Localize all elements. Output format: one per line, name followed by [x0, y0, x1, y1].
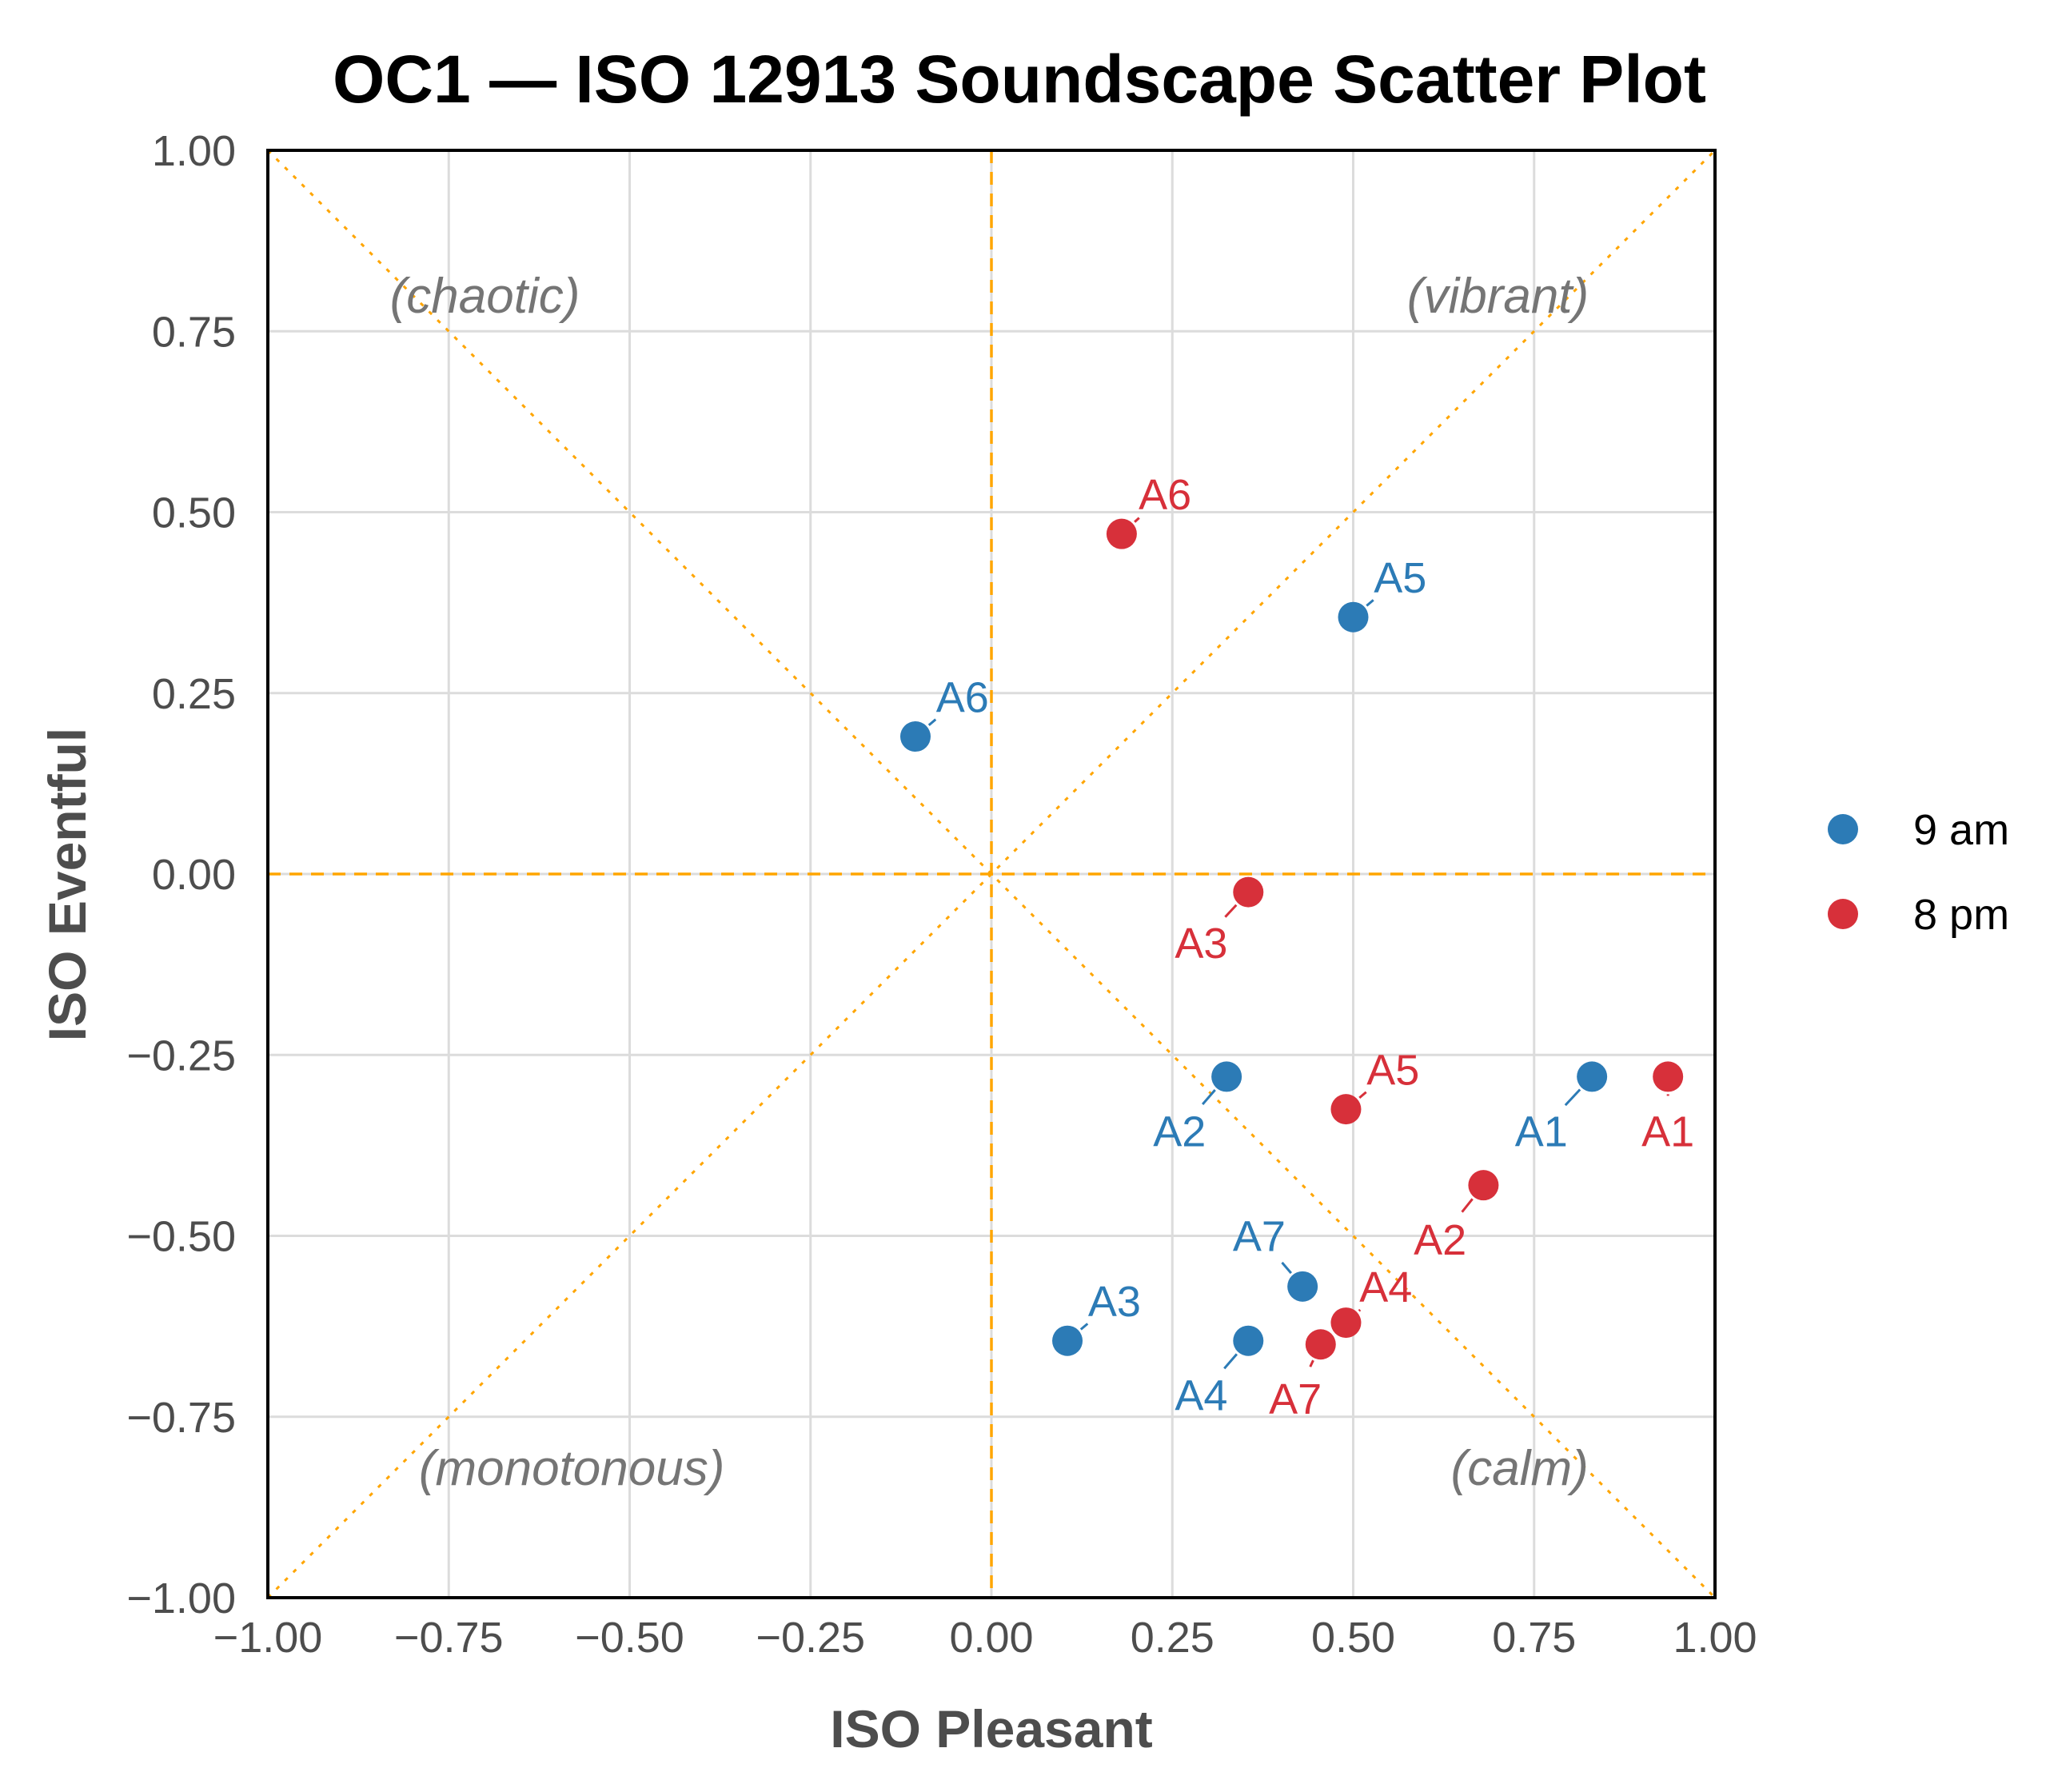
point-label: A1 [1641, 1108, 1694, 1155]
point-label: A5 [1366, 1046, 1419, 1094]
x-tick-label: −0.25 [756, 1614, 865, 1662]
quadrant-label: (monotonous) [419, 1441, 725, 1496]
data-point [1106, 518, 1137, 549]
point-label: A1 [1515, 1108, 1568, 1155]
quadrant-label: (chaotic) [390, 269, 580, 324]
y-tick-label: −0.25 [126, 1032, 236, 1080]
quadrant-labels: (chaotic) (vibrant) (monotonous) (calm) [390, 269, 1589, 1496]
x-axis-ticks: −1.00 −0.75 −0.50 −0.25 0.00 0.25 0.50 0.75 1.00 [213, 1614, 1757, 1662]
x-tick-label: 1.00 [1673, 1614, 1757, 1662]
data-point [1653, 1061, 1684, 1092]
data-point [1233, 1325, 1264, 1356]
y-tick-label: −0.50 [126, 1213, 236, 1261]
x-tick-label: 0.50 [1311, 1614, 1395, 1662]
point-label: A6 [936, 673, 989, 721]
label-leader-line [1223, 1353, 1238, 1370]
diagonal-line-falling [266, 149, 1717, 1599]
x-tick-label: −0.50 [575, 1614, 684, 1662]
x-tick-label: 0.25 [1131, 1614, 1214, 1662]
data-point [1577, 1061, 1608, 1092]
legend-label: 9 am [1913, 806, 2009, 854]
point-label: A7 [1233, 1213, 1286, 1261]
y-tick-label: 0.25 [152, 670, 236, 718]
point-label: A7 [1269, 1375, 1322, 1423]
y-tick-label: 0.00 [152, 851, 236, 899]
quadrant-label: (calm) [1451, 1441, 1589, 1496]
label-leader-line [1461, 1198, 1474, 1213]
data-point [1330, 1307, 1362, 1339]
point-label: A3 [1088, 1278, 1141, 1326]
legend-label: 8 pm [1913, 891, 2009, 939]
label-leader-line [1079, 1323, 1089, 1331]
label-leader-line [1366, 599, 1374, 607]
x-axis-title: ISO Pleasant [830, 1699, 1153, 1758]
data-point [1338, 601, 1369, 633]
legend-marker [1828, 814, 1858, 844]
label-leader-line [1358, 1091, 1367, 1100]
x-tick-label: 0.75 [1492, 1614, 1576, 1662]
data-point [1052, 1325, 1083, 1356]
point-label: A6 [1139, 471, 1191, 519]
point-label: A4 [1175, 1372, 1227, 1420]
data-point [1287, 1271, 1318, 1302]
label-leader-line [1358, 1308, 1362, 1312]
reference-lines [266, 149, 1717, 1599]
point-label: A2 [1414, 1216, 1466, 1264]
x-tick-label: 0.00 [949, 1614, 1033, 1662]
y-tick-label: 1.00 [152, 127, 236, 175]
point-label: A2 [1153, 1108, 1206, 1155]
data-point [899, 721, 931, 752]
label-leader-line [1281, 1261, 1292, 1275]
label-leader-line [1134, 517, 1140, 523]
chart-title: OC1 — ISO 12913 Soundscape Scatter Plot [333, 42, 1706, 117]
x-tick-label: −0.75 [394, 1614, 504, 1662]
label-leader-line [927, 718, 937, 726]
label-leader-line [1201, 1089, 1216, 1106]
legend: 9 am 8 pm [1828, 806, 2009, 939]
label-leader-line [1564, 1088, 1581, 1107]
data-point [1305, 1329, 1336, 1360]
legend-marker [1828, 899, 1858, 929]
data-point [1468, 1170, 1499, 1201]
data-points: A1 A2 A3 A4 A5 A6 A7 A1 A2 A3 A4 A5 A6 A7 [899, 471, 1694, 1423]
data-point [1330, 1094, 1362, 1125]
y-tick-label: 0.50 [152, 489, 236, 537]
y-tick-label: −0.75 [126, 1394, 236, 1442]
label-leader-line [1224, 904, 1238, 918]
plot-border [266, 149, 1717, 1599]
label-leader-line [1309, 1359, 1314, 1367]
x-tick-label: −1.00 [213, 1614, 323, 1662]
point-label: A4 [1359, 1263, 1412, 1311]
point-label: A5 [1374, 554, 1426, 602]
point-label: A3 [1175, 920, 1227, 968]
y-axis-title: ISO Eventful [38, 728, 97, 1041]
y-tick-label: 0.75 [152, 308, 236, 356]
y-axis-ticks: −1.00 −0.75 −0.50 −0.25 0.00 0.25 0.50 0.75 1.00 [126, 127, 236, 1622]
quadrant-label: (vibrant) [1407, 269, 1589, 324]
data-point [1233, 876, 1264, 908]
y-tick-label: −1.00 [126, 1574, 236, 1622]
data-point [1211, 1061, 1242, 1092]
